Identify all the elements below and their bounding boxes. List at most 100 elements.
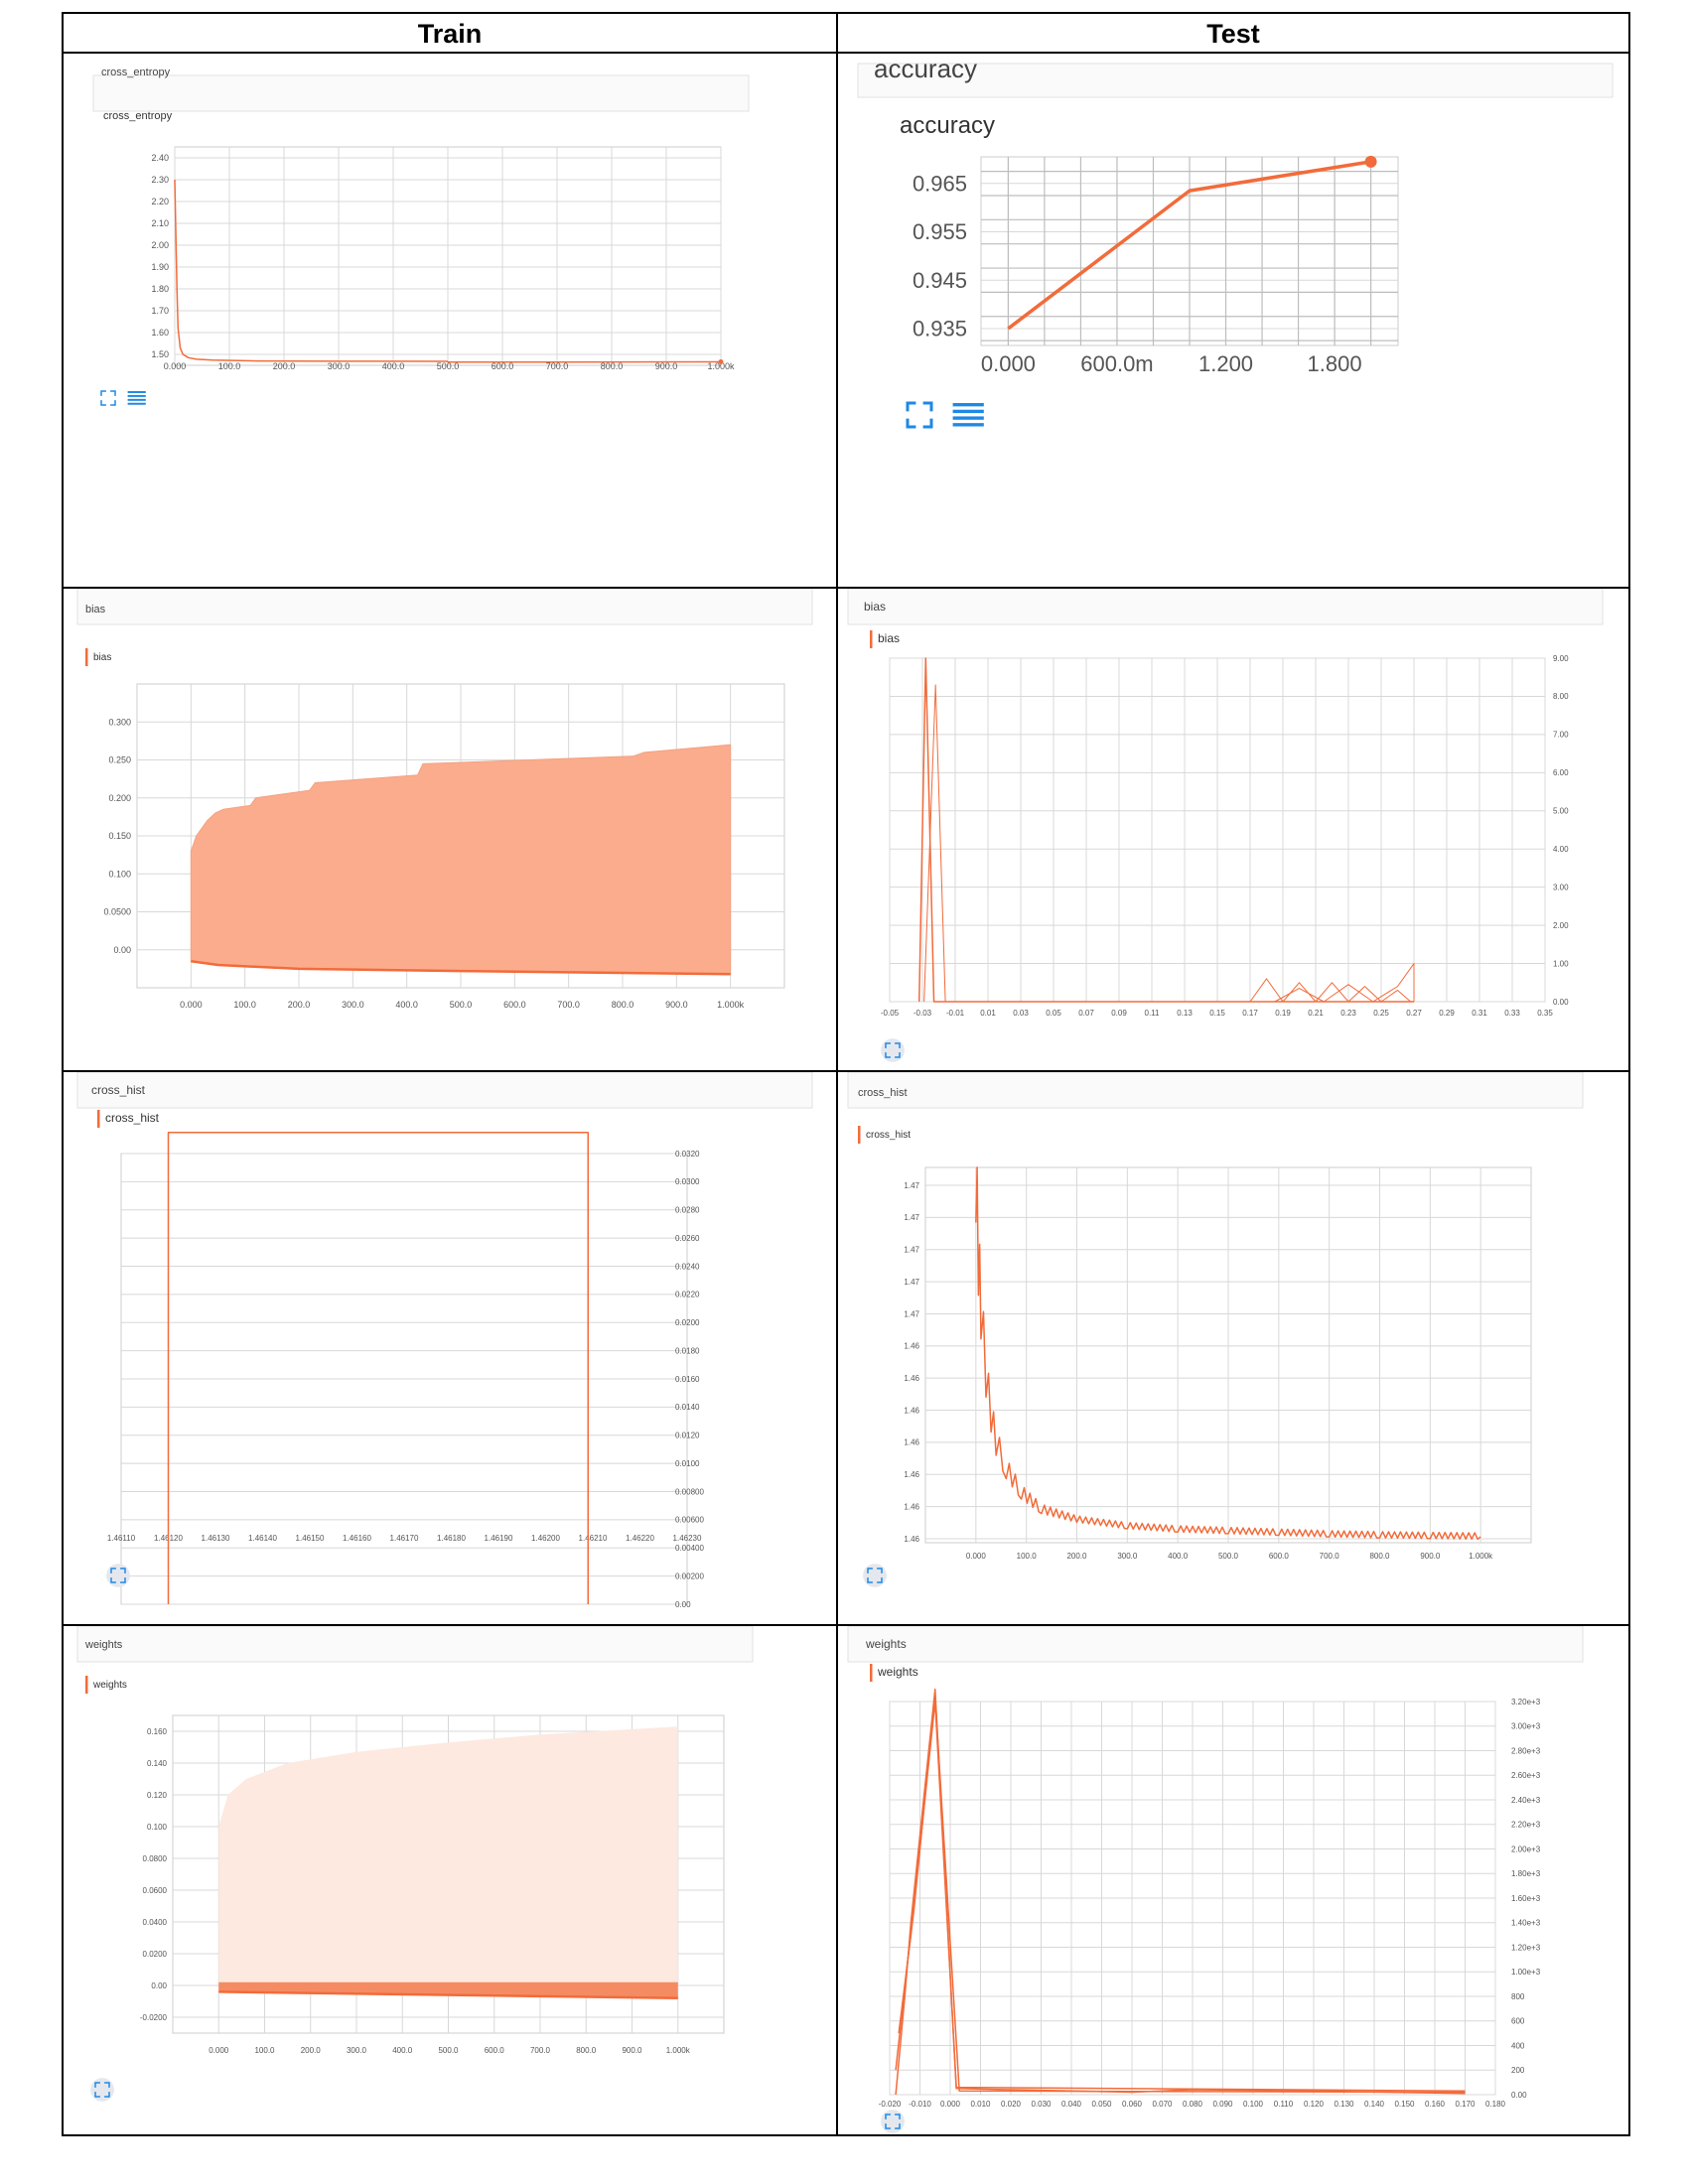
y-tick-label: 0.00 — [113, 945, 131, 955]
card-tag: cross_hist — [858, 1087, 908, 1099]
chart-train-weights: weights weights 0.160 0.140 0.120 0.100 0.0800… — [76, 1626, 754, 2102]
x-tick-label: 0.070 — [1152, 2100, 1173, 2109]
x-tick-label: 1.46110 — [107, 1534, 136, 1543]
series-indicator — [870, 1664, 873, 1682]
x-tick-label: 600.0 — [503, 1000, 526, 1010]
x-tick-label: 1.46180 — [437, 1534, 466, 1543]
expand-icon — [906, 401, 933, 429]
x-tick-label: 800.0 — [1369, 1552, 1390, 1561]
y-tick-label: 0.0200 — [675, 1318, 700, 1327]
y-tick-label: 0.0260 — [675, 1234, 700, 1243]
x-tick-label: 300.0 — [328, 361, 351, 371]
series-line — [174, 179, 722, 363]
y-tick-label: 2.20 — [151, 197, 169, 206]
y-tick-label: 1.46 — [904, 1438, 919, 1447]
x-tick-label: 700.0 — [557, 1000, 580, 1010]
x-tick-label: 0.31 — [1472, 1009, 1487, 1018]
y-tick-label: 3.00e+3 — [1511, 1722, 1541, 1731]
y-tick-label: 1.46 — [904, 1374, 919, 1383]
y-tick-label: 0.0140 — [675, 1403, 700, 1412]
x-tick-label: 0.27 — [1406, 1009, 1422, 1018]
y-tick-label: 3.20e+3 — [1511, 1698, 1541, 1706]
x-tick-label: 0.33 — [1504, 1009, 1520, 1018]
x-tick-label: 1.46210 — [579, 1534, 608, 1543]
x-tick-label: 200.0 — [1066, 1552, 1087, 1561]
y-tick-label: 0.0280 — [675, 1206, 700, 1215]
x-tick-label: 0.000 — [940, 2100, 961, 2109]
area-inner-band — [218, 1981, 678, 1998]
series-line — [975, 1166, 1481, 1541]
chart-test-accuracy: accuracy accuracy 0.965 0.955 0.945 0.935 0.00… — [857, 54, 1614, 429]
series-line — [1249, 978, 1412, 1003]
area-lower-line — [218, 1990, 678, 2000]
y-tick-label: 1.80 — [151, 284, 169, 294]
x-tick-label: 300.0 — [347, 2046, 367, 2055]
x-tick-label: 0.29 — [1439, 1009, 1455, 1018]
y-tick-label: 0.00 — [675, 1600, 691, 1609]
y-tick-label: 0.0500 — [103, 907, 131, 917]
x-tick-label: 1.46160 — [343, 1534, 371, 1543]
y-tick-label: 0.00600 — [675, 1516, 704, 1525]
y-tick-label: 9.00 — [1553, 654, 1569, 663]
panel-test-accuracy: accuracy accuracy 0.965 0.955 0.945 0.935 0.00… — [838, 54, 1628, 587]
expand-icon — [867, 1568, 883, 1583]
expand-icon-bg — [90, 2078, 114, 2102]
y-tick-label: -0.0200 — [140, 2013, 168, 2022]
series-line — [167, 1131, 589, 1604]
card-header — [847, 1626, 1584, 1663]
x-tick-label: 0.23 — [1340, 1009, 1356, 1018]
y-tick-label: 1.47 — [904, 1181, 919, 1190]
column-header-train: Train — [417, 19, 483, 49]
x-tick-label: 0.000 — [981, 351, 1036, 376]
x-tick-label: 0.050 — [1091, 2100, 1112, 2109]
y-tick-label: 0.00400 — [675, 1544, 704, 1553]
x-tick-label: 1.200 — [1198, 351, 1253, 376]
chart-train-cross-entropy: cross_entropy cross_entropy 2.40 2.30 2.20 2.… — [92, 67, 750, 406]
card-tag: cross_hist — [91, 1083, 146, 1097]
y-tick-label: 0.100 — [108, 869, 131, 879]
x-tick-label: 200.0 — [288, 1000, 311, 1010]
x-tick-label: 0.13 — [1177, 1009, 1193, 1018]
y-tick-label: 0.0400 — [143, 1918, 168, 1927]
y-tick-label: 2.10 — [151, 218, 169, 228]
y-tick-label: 1.60 — [151, 328, 169, 338]
x-tick-label: 1.000k — [717, 1000, 745, 1010]
expand-icon — [885, 2114, 901, 2129]
y-tick-label: 8.00 — [1553, 692, 1569, 701]
y-tick-label: 1.46 — [904, 1342, 919, 1351]
card-tag: weights — [865, 1637, 907, 1651]
chart-title: weights — [877, 1665, 918, 1679]
y-tick-label: 0.120 — [147, 1791, 168, 1800]
series-indicator — [858, 1126, 861, 1144]
x-tick-label: -0.01 — [946, 1009, 965, 1018]
card-tag: bias — [85, 604, 106, 615]
y-tick-label: 3.00 — [1553, 883, 1569, 891]
y-tick-label: 0.200 — [108, 793, 131, 803]
y-tick-label: 1.00 — [1553, 959, 1569, 968]
area-band — [218, 1726, 678, 1998]
x-tick-label: 0.120 — [1304, 2100, 1325, 2109]
y-tick-label: 1.20e+3 — [1511, 1943, 1541, 1952]
x-tick-label: 0.090 — [1212, 2100, 1233, 2109]
y-tick-label: 0.100 — [147, 1823, 168, 1832]
x-tick-label: 800.0 — [601, 361, 624, 371]
header-divider — [64, 52, 1628, 54]
y-tick-label: 0.935 — [913, 317, 967, 341]
chart-title: cross_entropy — [103, 110, 173, 122]
list-icon-bar — [127, 402, 146, 405]
x-tick-label: 1.000k — [1469, 1552, 1493, 1561]
panel-train-cross-hist: cross_hist cross_hist 0.0320 0.0300 0.0280 0.… — [64, 1072, 836, 1624]
area-lower-line — [191, 959, 731, 976]
x-tick-label: 0.110 — [1274, 2100, 1294, 2109]
y-tick-label: 0.00800 — [675, 1487, 704, 1496]
y-tick-label: 0.00 — [1511, 2091, 1527, 2100]
x-tick-label: 1.000k — [707, 361, 735, 371]
chart-test-cross-hist: cross_hist cross_hist 1.47 1.47 1.47 1.47 1.47… — [847, 1072, 1584, 1587]
x-tick-label: 900.0 — [665, 1000, 688, 1010]
x-tick-label: 0.020 — [1001, 2100, 1022, 2109]
x-tick-label: 1.46190 — [485, 1534, 513, 1543]
x-tick-label: 1.46200 — [531, 1534, 560, 1543]
x-tick-label: 0.07 — [1078, 1009, 1094, 1018]
chart-title: weights — [92, 1680, 127, 1691]
list-icon-bar — [952, 423, 984, 427]
